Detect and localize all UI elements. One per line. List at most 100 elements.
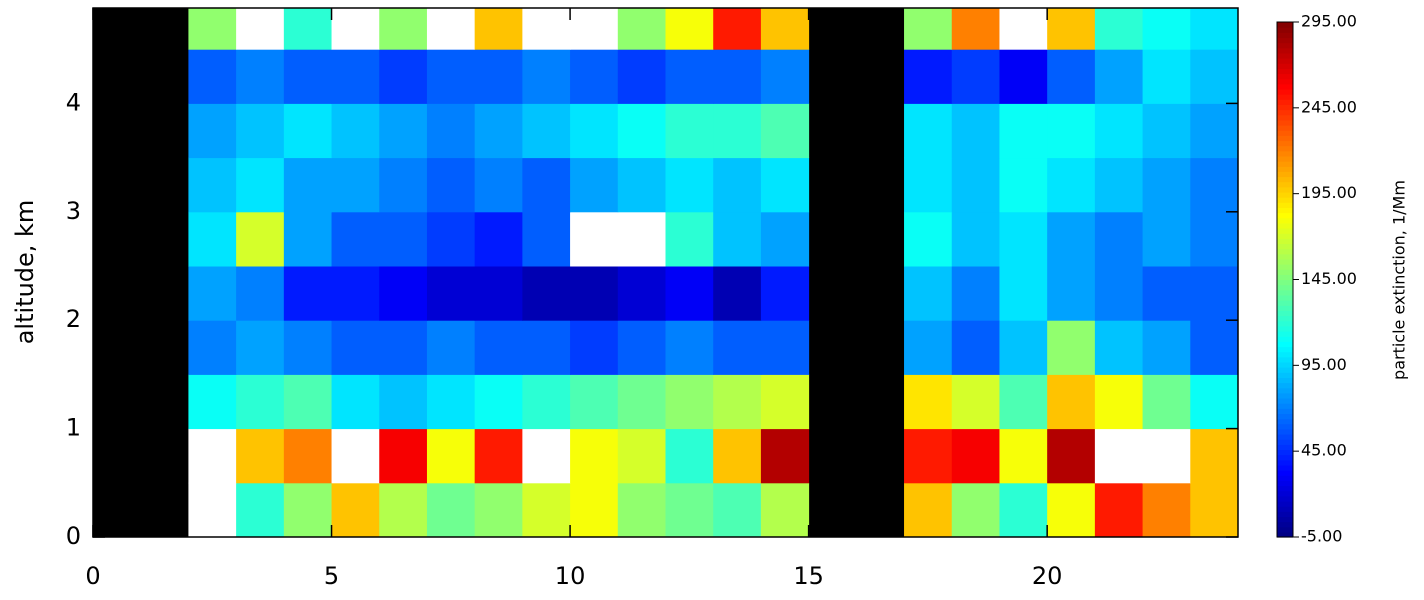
heatmap-cell [522,103,571,159]
heatmap-cell [999,8,1048,50]
heatmap-cell [188,320,237,375]
heatmap-cell [283,157,333,213]
colorbar-step [1277,459,1293,466]
heatmap-cell [379,320,428,375]
heatmap-cell [570,482,619,538]
heatmap-cell [474,265,523,321]
colorbar-step [1277,78,1293,85]
heatmap-cell [760,211,810,267]
colorbar-step [1277,403,1293,409]
heatmap-cell [904,320,953,375]
colorbar-step [1277,253,1293,260]
heatmap-cell [522,211,571,267]
colorbar-step [1277,279,1293,286]
colorbar-step [1277,68,1293,75]
heatmap-cell [474,157,523,213]
heatmap-cell [713,211,762,267]
heatmap-cell [1047,49,1096,104]
heatmap-cell [1094,157,1144,213]
heatmap-cell [188,8,237,50]
heatmap-cell [999,482,1048,538]
colorbar-step [1277,480,1293,487]
heatmap-cell [1190,374,1239,430]
heatmap-cell [1142,49,1191,104]
heatmap-cell [1190,320,1239,375]
heatmap-cell [474,49,523,104]
colorbar-step [1277,300,1293,306]
colorbar-step [1277,176,1293,183]
heatmap-cell [999,428,1048,484]
heatmap-cell [236,482,285,538]
heatmap-cell [904,428,953,484]
heatmap-cell [999,265,1048,321]
heatmap-cell [522,49,571,104]
colorbar-step [1277,428,1293,435]
heatmap-cell [760,49,810,104]
heatmap-cell [713,482,762,538]
colorbar-step [1277,351,1293,358]
heatmap-cell [665,103,714,159]
colorbar-step [1277,454,1293,461]
heatmap-cell [665,265,714,321]
x-tick-label: 5 [324,562,339,590]
heatmap-cell [713,49,762,104]
colorbar-step [1277,392,1293,399]
colorbar-tick-label: 245.00 [1301,97,1357,116]
colorbar-step [1277,269,1293,275]
heatmap-cell [426,320,476,375]
colorbar-step [1277,310,1293,317]
heatmap-cell [999,103,1048,159]
colorbar-step [1277,367,1293,373]
heatmap-cell [474,374,523,430]
heatmap-cell [760,265,810,321]
heatmap-cell [999,49,1048,104]
colorbar-step [1277,171,1293,178]
heatmap-cell [379,103,428,159]
heatmap-cell [999,320,1048,375]
heatmap-cell [379,211,428,267]
heatmap-cell [331,103,380,159]
colorbar-step [1277,114,1293,121]
heatmap-cell [713,8,762,50]
heatmap-cell [904,482,953,538]
colorbar-tick-label: 95.00 [1301,355,1347,374]
colorbar-step [1277,248,1293,255]
heatmap-cell [713,265,762,321]
heatmap-cell [617,157,666,213]
heatmap-cell [331,320,380,375]
heatmap-cell [951,428,1000,484]
colorbar-step [1277,217,1293,224]
heatmap-cell [1142,482,1191,538]
heatmap-cell [951,103,1000,159]
colorbar-step [1277,449,1293,456]
heatmap-cell [904,157,953,213]
colorbar-step [1277,37,1293,44]
colorbar-step [1277,145,1293,152]
colorbar-step [1277,63,1293,69]
heatmap-cell [951,320,1000,375]
colorbar-step [1277,83,1293,90]
heatmap-cell [713,374,762,430]
heatmap-cell [236,211,285,267]
heatmap-cell [999,157,1048,213]
heatmap-cell [904,265,953,321]
heatmap-cell [570,157,619,213]
colorbar-step [1277,377,1293,384]
heatmap-cell [1142,157,1191,213]
heatmap-cell [188,265,237,321]
colorbar-tick-label: 295.00 [1301,12,1357,31]
colorbar-step [1277,500,1293,507]
colorbar-step [1277,119,1293,126]
colorbar-step [1277,382,1293,389]
heatmap-cell [331,211,380,267]
heatmap-cell [570,103,619,159]
heatmap-cell [236,265,285,321]
heatmap-cell [379,8,428,50]
x-tick-label: 20 [1032,562,1063,590]
colorbar-step [1277,485,1293,492]
heatmap-cell [283,428,333,484]
y-axis-label: altitude, km [11,200,39,345]
colorbar-step [1277,207,1293,214]
y-tick-label: 1 [66,414,81,442]
heatmap-cell [522,8,571,50]
